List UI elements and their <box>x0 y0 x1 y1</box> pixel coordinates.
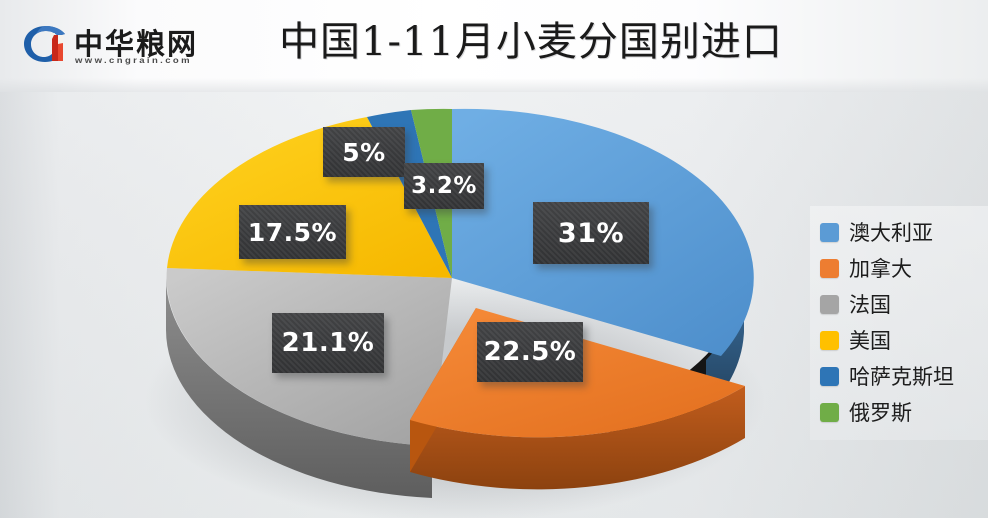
site-logo: 中华粮网 www.cngrain.com <box>22 19 202 75</box>
header-bar: 中华粮网 www.cngrain.com 中国1-11月小麦分国别进口 <box>0 0 988 92</box>
legend-item-usa[interactable]: 美国 <box>820 322 988 358</box>
cngrain-logo-icon <box>24 26 65 62</box>
legend-item-label: 哈萨克斯坦 <box>849 365 954 389</box>
legend-swatch-icon <box>820 402 839 422</box>
slice-wall-canada <box>410 386 745 490</box>
legend-item-australia[interactable]: 澳大利亚 <box>820 214 988 250</box>
slice-wall-france <box>166 278 432 498</box>
legend-swatch-icon <box>820 258 839 278</box>
legend-swatch-icon <box>820 330 839 350</box>
logo-url-text: www.cngrain.com <box>75 56 192 66</box>
chart-legend: 澳大利亚 加拿大 法国 美国 哈萨克斯坦 俄罗斯 <box>810 206 988 440</box>
data-label-russia: 3.2% <box>404 163 484 209</box>
page-title: 中国1-11月小麦分国别进口 <box>279 19 783 65</box>
legend-swatch-icon <box>820 294 839 314</box>
legend-swatch-icon <box>820 366 839 386</box>
legend-item-france[interactable]: 法国 <box>820 286 988 322</box>
legend-item-label: 法国 <box>849 293 891 317</box>
logo-text: 中华粮网 <box>74 27 199 61</box>
legend-item-kazakhstan[interactable]: 哈萨克斯坦 <box>820 358 988 394</box>
data-label-australia: 31% <box>533 202 649 264</box>
legend-item-label: 美国 <box>849 329 891 353</box>
legend-item-label: 澳大利亚 <box>849 221 933 245</box>
legend-item-label: 俄罗斯 <box>849 401 912 425</box>
data-label-kazakhstan: 5% <box>323 127 405 177</box>
legend-item-label: 加拿大 <box>849 257 912 281</box>
data-label-usa: 17.5% <box>239 205 346 259</box>
legend-item-russia[interactable]: 俄罗斯 <box>820 394 988 430</box>
legend-swatch-icon <box>820 222 839 242</box>
data-label-france: 21.1% <box>272 313 384 373</box>
legend-item-canada[interactable]: 加拿大 <box>820 250 988 286</box>
data-label-canada: 22.5% <box>477 322 583 382</box>
